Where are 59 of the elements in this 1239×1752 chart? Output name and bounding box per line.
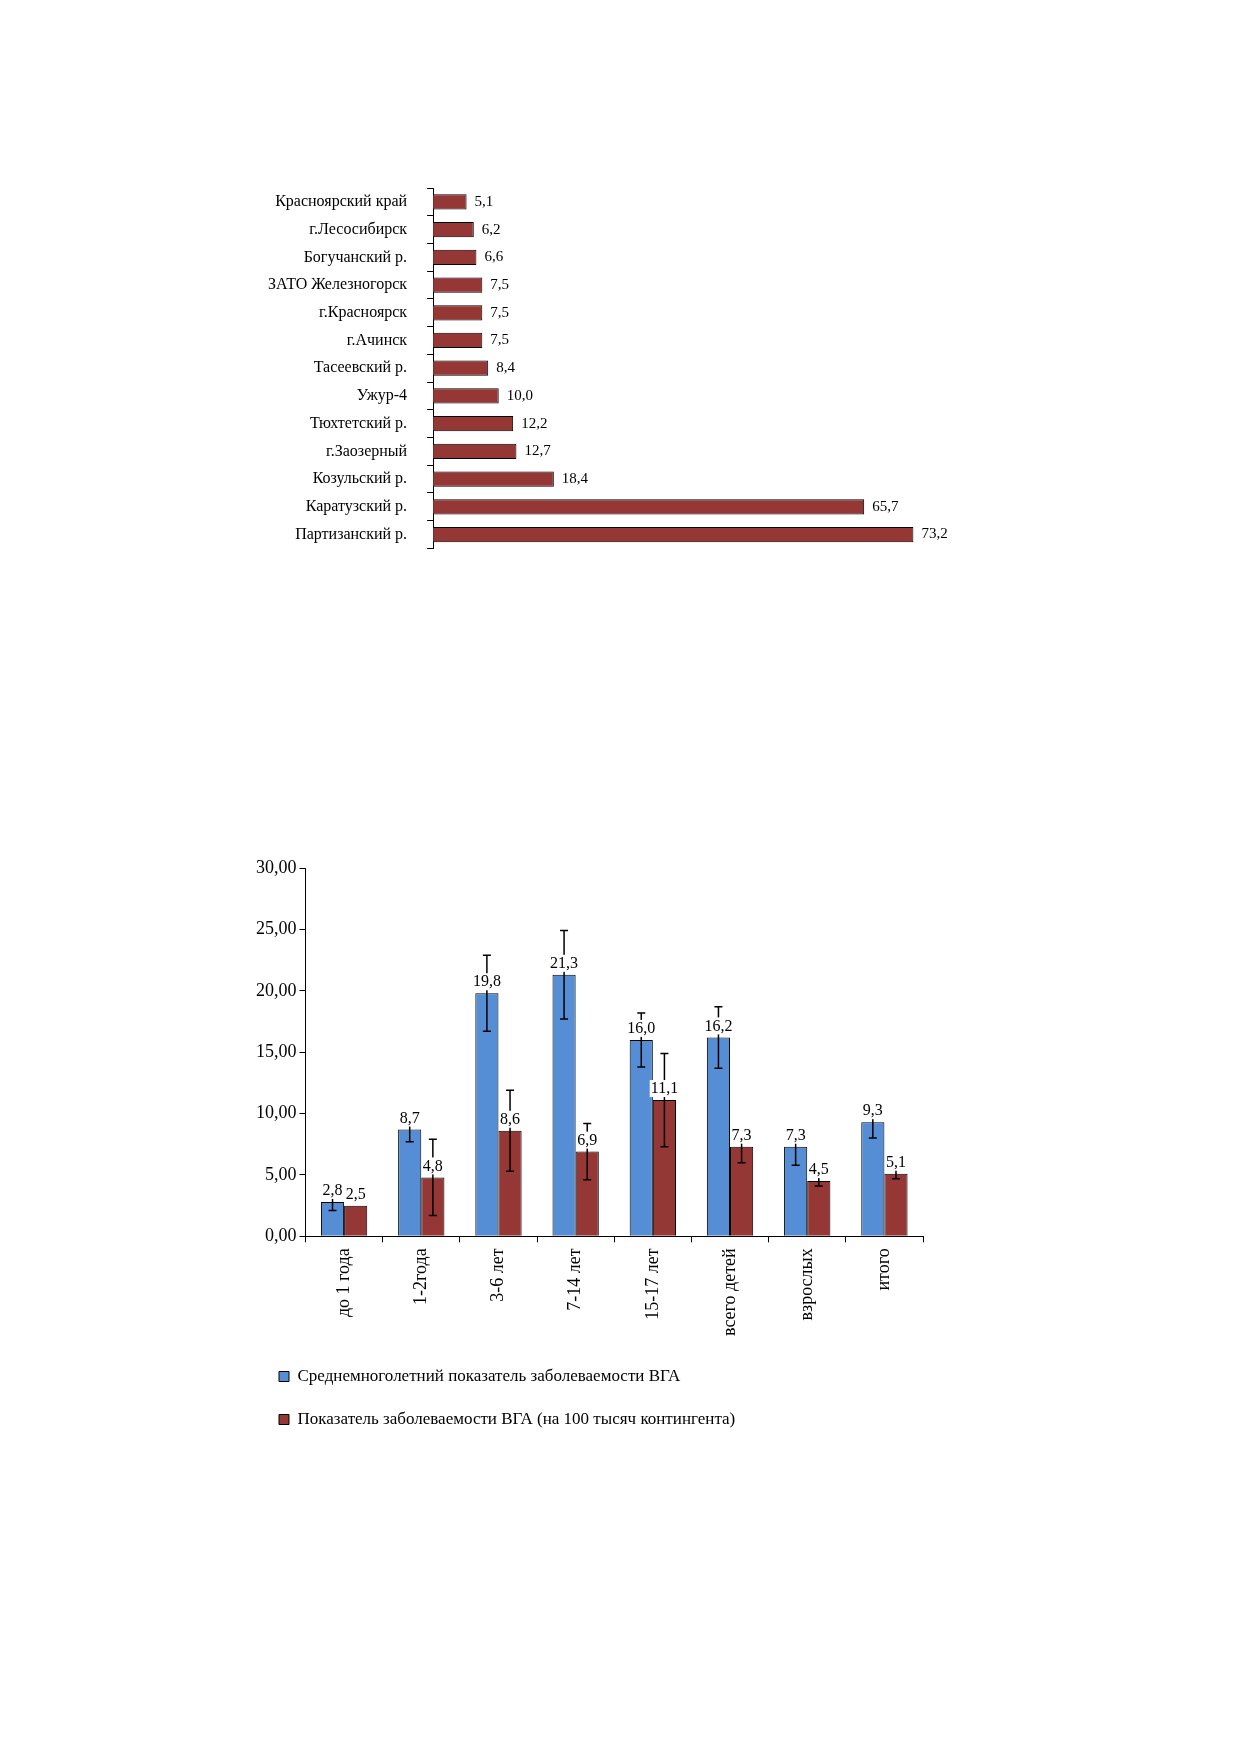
y-tick-label: Каратузский р. <box>305 497 408 516</box>
y-tick-label: г.Лесосибирск <box>309 219 408 238</box>
data-label: 5,1 <box>474 192 494 209</box>
data-label: 6,9 <box>577 1130 598 1148</box>
x-tick-label: всего детей <box>718 1247 739 1337</box>
y-tick-label: 20,00 <box>256 979 297 1000</box>
data-label: 7,5 <box>490 275 510 292</box>
y-tick-label: 30,00 <box>256 856 297 877</box>
legend-label: Среднемноголетний показатель заболеваемости ВГА <box>297 1365 681 1385</box>
data-label: 8,6 <box>500 1109 521 1127</box>
y-tick-label: 0,00 <box>265 1225 297 1246</box>
data-label: 12,2 <box>521 414 548 431</box>
data-label: 2,8 <box>322 1181 343 1199</box>
data-label: 9,3 <box>862 1101 883 1119</box>
y-tick-label: г.Красноярск <box>318 302 408 321</box>
data-label: 16,0 <box>627 1019 656 1037</box>
data-label: 73,2 <box>921 525 948 542</box>
x-tick-label: итого <box>873 1248 894 1291</box>
y-tick-label: Богучанский р. <box>303 247 408 266</box>
y-tick-label: 10,00 <box>256 1102 297 1123</box>
data-label: 6,2 <box>481 220 501 237</box>
data-label: 11,1 <box>650 1079 679 1097</box>
data-label: 10,0 <box>506 386 533 403</box>
y-tick-label: Красноярский край <box>275 192 408 211</box>
y-tick-label: Партизанский р. <box>295 524 408 543</box>
data-label: 6,6 <box>484 248 504 265</box>
data-label: 21,3 <box>550 954 579 972</box>
data-label: 4,8 <box>422 1156 443 1174</box>
y-tick-label: 5,00 <box>265 1163 297 1184</box>
y-tick-label: Козульский р. <box>312 469 408 488</box>
y-tick-label: 25,00 <box>256 918 297 939</box>
x-tick-label: 7-14 лет <box>564 1248 585 1311</box>
data-label: 19,8 <box>472 972 501 990</box>
y-tick-label: Тасеевский р. <box>313 358 408 377</box>
data-label: 8,4 <box>496 359 516 376</box>
x-tick-label: 3-6 лет <box>487 1248 508 1302</box>
data-label: 7,3 <box>785 1125 806 1143</box>
data-label: 7,3 <box>731 1125 752 1143</box>
x-tick-label: до 1 года <box>332 1248 353 1318</box>
x-tick-label: взрослых <box>795 1248 816 1321</box>
legend-label: Показатель заболеваемости ВГА (на 100 тысяч контингента) <box>297 1408 736 1428</box>
x-tick-label: 1-2года <box>410 1248 431 1305</box>
data-label: 8,7 <box>399 1108 420 1126</box>
data-label: 16,2 <box>704 1016 733 1034</box>
data-label: 18,4 <box>561 470 589 487</box>
data-label: 65,7 <box>872 497 899 514</box>
y-tick-label: Ужур-4 <box>356 386 408 405</box>
data-label: 7,5 <box>490 331 510 348</box>
y-tick-label: г.Ачинск <box>346 330 408 348</box>
data-label: 7,5 <box>490 303 510 320</box>
y-tick-label: г.Заозерный <box>325 441 408 460</box>
y-tick-label: Тюхтетский р. <box>309 413 408 432</box>
x-tick-label: 15-17 лет <box>641 1248 662 1320</box>
data-label: 4,5 <box>808 1160 829 1178</box>
y-tick-label: 15,00 <box>256 1040 297 1061</box>
data-label: 12,7 <box>524 442 552 459</box>
data-label: 2,5 <box>345 1184 366 1202</box>
y-tick-label: ЗАТО Железногорск <box>268 275 408 294</box>
data-label: 5,1 <box>885 1152 906 1170</box>
